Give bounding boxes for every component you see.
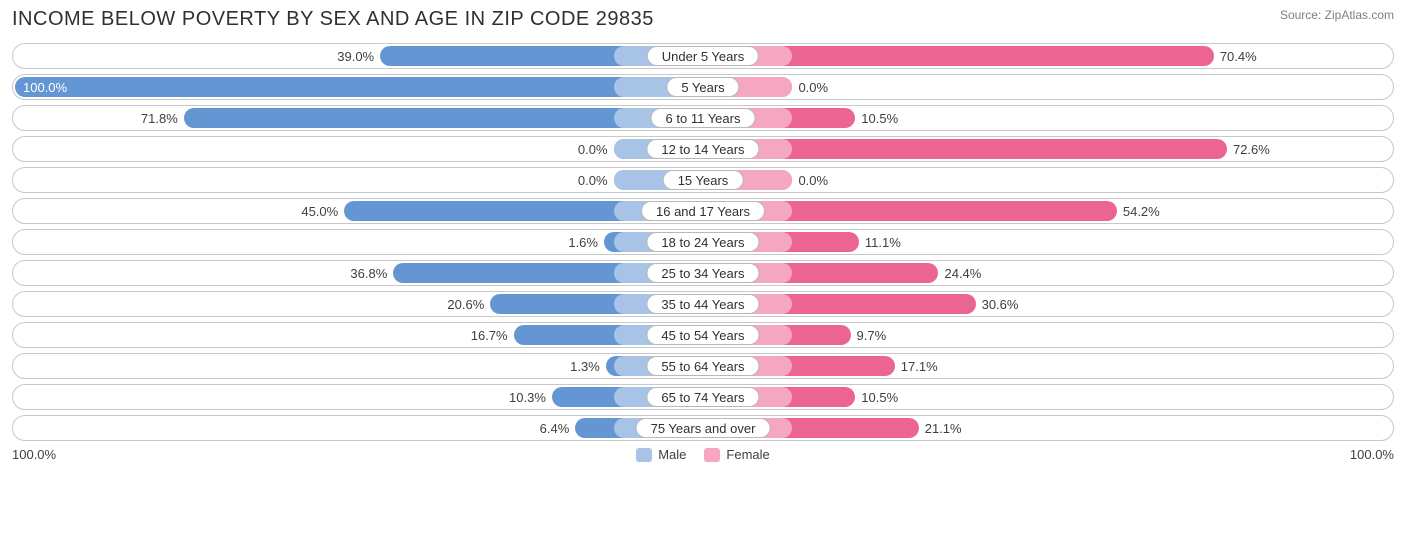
category-pill: 65 to 74 Years bbox=[646, 387, 759, 407]
category-pill: 15 Years bbox=[663, 170, 744, 190]
male-pct-label: 1.6% bbox=[568, 232, 598, 252]
chart-row: 0.0% 0.0% 15 Years bbox=[12, 167, 1394, 193]
chart-row: 6.4% 21.1% 75 Years and over bbox=[12, 415, 1394, 441]
chart-row: 16.7% 9.7% 45 to 54 Years bbox=[12, 322, 1394, 348]
male-pct-label: 20.6% bbox=[447, 294, 484, 314]
male-pct-label: 39.0% bbox=[337, 46, 374, 66]
chart-row: 1.6% 11.1% 18 to 24 Years bbox=[12, 229, 1394, 255]
male-pct-label: 1.3% bbox=[570, 356, 600, 376]
female-pct-label: 11.1% bbox=[865, 232, 901, 252]
legend-label-male: Male bbox=[658, 447, 686, 462]
female-pct-label: 0.0% bbox=[798, 170, 828, 190]
chart-row: 36.8% 24.4% 25 to 34 Years bbox=[12, 260, 1394, 286]
category-pill: 5 Years bbox=[666, 77, 739, 97]
male-pct-label: 16.7% bbox=[471, 325, 508, 345]
category-pill: 45 to 54 Years bbox=[646, 325, 759, 345]
male-pct-label: 71.8% bbox=[141, 108, 178, 128]
female-pct-label: 30.6% bbox=[982, 294, 1019, 314]
legend-item-male: Male bbox=[636, 447, 686, 462]
female-pct-label: 10.5% bbox=[861, 108, 898, 128]
chart-row: 100.0% 0.0% 5 Years bbox=[12, 74, 1394, 100]
female-pct-label: 72.6% bbox=[1233, 139, 1270, 159]
legend-label-female: Female bbox=[726, 447, 769, 462]
category-pill: 35 to 44 Years bbox=[646, 294, 759, 314]
male-swatch bbox=[636, 448, 652, 462]
chart-title: INCOME BELOW POVERTY BY SEX AND AGE IN Z… bbox=[12, 8, 654, 31]
female-pct-label: 0.0% bbox=[798, 77, 828, 97]
category-pill: 55 to 64 Years bbox=[646, 356, 759, 376]
male-pct-label: 0.0% bbox=[578, 139, 608, 159]
axis-right-max: 100.0% bbox=[1350, 447, 1394, 462]
chart-row: 1.3% 17.1% 55 to 64 Years bbox=[12, 353, 1394, 379]
chart-row: 71.8% 10.5% 6 to 11 Years bbox=[12, 105, 1394, 131]
chart-row: 10.3% 10.5% 65 to 74 Years bbox=[12, 384, 1394, 410]
diverging-bar-chart: 39.0% 70.4% Under 5 Years 100.0% 0.0% 5 Years… bbox=[12, 43, 1394, 441]
female-pct-label: 54.2% bbox=[1123, 201, 1160, 221]
female-pct-label: 21.1% bbox=[925, 418, 962, 438]
male-pct-label: 0.0% bbox=[578, 170, 608, 190]
legend: Male Female bbox=[636, 447, 770, 462]
category-pill: 18 to 24 Years bbox=[646, 232, 759, 252]
male-pct-label: 6.4% bbox=[540, 418, 570, 438]
category-pill: 12 to 14 Years bbox=[646, 139, 759, 159]
male-value-bar bbox=[15, 77, 703, 97]
chart-row: 0.0% 72.6% 12 to 14 Years bbox=[12, 136, 1394, 162]
category-pill: 16 and 17 Years bbox=[641, 201, 765, 221]
male-pct-label: 36.8% bbox=[350, 263, 387, 283]
category-pill: Under 5 Years bbox=[647, 46, 759, 66]
chart-row: 45.0% 54.2% 16 and 17 Years bbox=[12, 198, 1394, 224]
chart-row: 39.0% 70.4% Under 5 Years bbox=[12, 43, 1394, 69]
female-pct-label: 10.5% bbox=[861, 387, 898, 407]
female-pct-label: 9.7% bbox=[857, 325, 887, 345]
male-pct-label: 10.3% bbox=[509, 387, 546, 407]
legend-item-female: Female bbox=[704, 447, 769, 462]
female-pct-label: 70.4% bbox=[1220, 46, 1257, 66]
female-pct-label: 24.4% bbox=[944, 263, 981, 283]
category-pill: 6 to 11 Years bbox=[651, 108, 756, 128]
female-pct-label: 17.1% bbox=[901, 356, 938, 376]
axis-left-max: 100.0% bbox=[12, 447, 56, 462]
male-pct-label: 100.0% bbox=[15, 77, 75, 97]
source-attribution: Source: ZipAtlas.com bbox=[1280, 8, 1394, 22]
category-pill: 75 Years and over bbox=[636, 418, 771, 438]
female-swatch bbox=[704, 448, 720, 462]
male-pct-label: 45.0% bbox=[301, 201, 338, 221]
category-pill: 25 to 34 Years bbox=[646, 263, 759, 283]
chart-row: 20.6% 30.6% 35 to 44 Years bbox=[12, 291, 1394, 317]
